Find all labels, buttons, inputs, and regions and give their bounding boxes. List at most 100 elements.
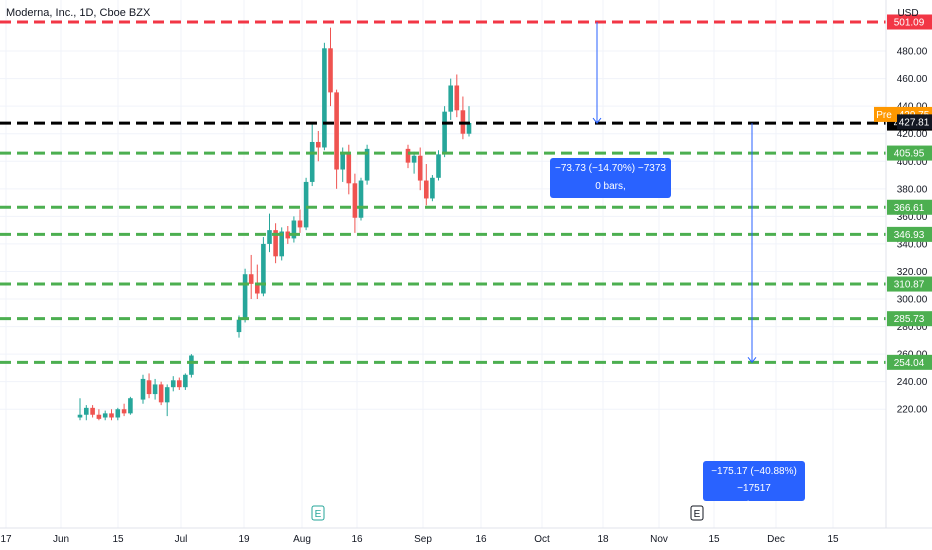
- earnings-event-label: E: [315, 509, 322, 520]
- candle-body: [102, 413, 108, 418]
- candle-body: [164, 387, 170, 403]
- level-tag-label: 310.87: [894, 280, 925, 291]
- candle-body: [236, 319, 242, 333]
- x-tick-label: 16: [475, 534, 487, 545]
- level-tag-bg: [887, 311, 932, 327]
- measure-arrowhead-2: [747, 357, 757, 364]
- y-tick-label: 460.00: [897, 74, 928, 85]
- level-tag-bg: [887, 145, 932, 161]
- price-range-tools[interactable]: [592, 22, 757, 364]
- candle-body: [177, 380, 182, 388]
- candle-body: [454, 85, 460, 111]
- candle-body: [121, 409, 127, 414]
- candle-body: [466, 122, 472, 134]
- x-tick-label: Sep: [414, 534, 432, 545]
- candle-body: [291, 220, 297, 239]
- range-annotation-1-bars: 0 bars,: [595, 181, 626, 192]
- y-tick-label: 280.00: [897, 322, 928, 333]
- candle-body: [261, 243, 266, 294]
- range-annotation-2[interactable]: −175.17 (−40.88%) −17517 0 bars,: [703, 461, 805, 511]
- measure-arrowhead-1: [592, 117, 602, 124]
- candle-body: [140, 378, 146, 400]
- candle-body: [316, 141, 321, 148]
- candle-body: [346, 154, 352, 184]
- candle-body: [189, 355, 194, 375]
- x-tick-label: 15: [708, 534, 720, 545]
- level-tag-bg: [887, 199, 932, 215]
- candle-body: [322, 48, 327, 148]
- candle-body: [352, 183, 358, 218]
- level-tag-label: 346.93: [894, 230, 925, 241]
- price-axis-bg: [886, 0, 932, 528]
- candle-body: [279, 231, 284, 257]
- y-tick-label: 320.00: [897, 267, 928, 278]
- candle-body: [170, 380, 176, 388]
- candle-body: [417, 155, 423, 181]
- candle-body: [183, 374, 188, 388]
- candle-body: [340, 154, 345, 170]
- y-tick-label: 220.00: [897, 405, 928, 416]
- x-tick-label: Jun: [53, 534, 69, 545]
- time-axis[interactable]: 17 Jun 15 Jul 19 Aug 16 Sep 16 Oct 18 Nov 15 Dec 15: [0, 527, 932, 545]
- level-tag-label: 405.95: [894, 149, 925, 160]
- candle-body: [128, 398, 133, 414]
- level-tag-label: 285.73: [894, 314, 925, 325]
- last-price-tag-bg: [897, 114, 932, 130]
- x-tick-label: Aug: [293, 534, 311, 545]
- y-tick-label: 400.00: [897, 157, 928, 168]
- range-annotation-2-change: −175.17 (−40.88%) −17517: [711, 466, 797, 494]
- range-annotation-1[interactable]: −73.73 (−14.70%) −7373 0 bars,: [550, 158, 671, 198]
- x-tick-label: 19: [238, 534, 250, 545]
- level-tag-bg: [887, 354, 932, 370]
- candle-body: [242, 274, 248, 320]
- x-tick-label: 17: [0, 534, 12, 545]
- price-axis[interactable]: 220.00240.00260.00280.00300.00320.00340.…: [885, 0, 932, 528]
- y-tick-label: 380.00: [897, 184, 928, 195]
- candle-body: [303, 181, 309, 228]
- candle-body: [285, 231, 291, 239]
- candle-body: [90, 407, 95, 415]
- level-tag-label: 366.61: [894, 203, 925, 214]
- earnings-event-label: E: [694, 509, 701, 520]
- candle-body: [309, 141, 315, 182]
- y-tick-label: 480.00: [897, 47, 928, 58]
- y-tick-label: 420.00: [897, 129, 928, 140]
- currency-label[interactable]: USD: [897, 8, 918, 19]
- candle-body: [297, 220, 303, 228]
- range-annotation-2-bars: 0 bars,: [738, 500, 770, 511]
- candle-body: [436, 154, 441, 178]
- grid-lines: [0, 0, 886, 528]
- candle-body: [96, 414, 102, 419]
- candle-body: [273, 230, 278, 257]
- candle-body: [430, 177, 435, 199]
- x-tick-label: 18: [597, 534, 609, 545]
- candle-body: [442, 111, 447, 155]
- x-tick-label: 16: [351, 534, 363, 545]
- last-price-value: 427.81: [899, 117, 930, 128]
- horizontal-levels: [0, 20, 886, 364]
- candle-body: [77, 414, 83, 418]
- chart-title: Moderna, Inc., 1D, Cboe BZX: [6, 7, 151, 19]
- range-annotation-1-change: −73.73 (−14.70%) −7373: [555, 163, 666, 174]
- candlestick-series: [77, 27, 472, 421]
- x-tick-label: Oct: [534, 534, 550, 545]
- candle-body: [267, 230, 272, 244]
- candle-body: [84, 407, 89, 415]
- level-tag-bg: [887, 14, 932, 30]
- candle-body: [364, 148, 370, 181]
- candle-body: [424, 180, 429, 199]
- candle-body: [358, 180, 364, 218]
- candle-body: [255, 283, 260, 294]
- pre-market-label: Pre: [876, 110, 892, 121]
- candle-body: [146, 380, 152, 395]
- x-tick-label: Nov: [650, 534, 668, 545]
- y-tick-label: 240.00: [897, 377, 928, 388]
- candle-body: [328, 48, 333, 93]
- candle-body: [248, 274, 254, 284]
- price-tags: 501.09427.71405.95366.61346.93310.87285.…: [874, 14, 932, 370]
- earnings-event-marker: [690, 505, 704, 521]
- level-tag-bg: [887, 276, 932, 292]
- level-tag-bg: [887, 226, 932, 242]
- x-tick-label: Jul: [175, 534, 188, 545]
